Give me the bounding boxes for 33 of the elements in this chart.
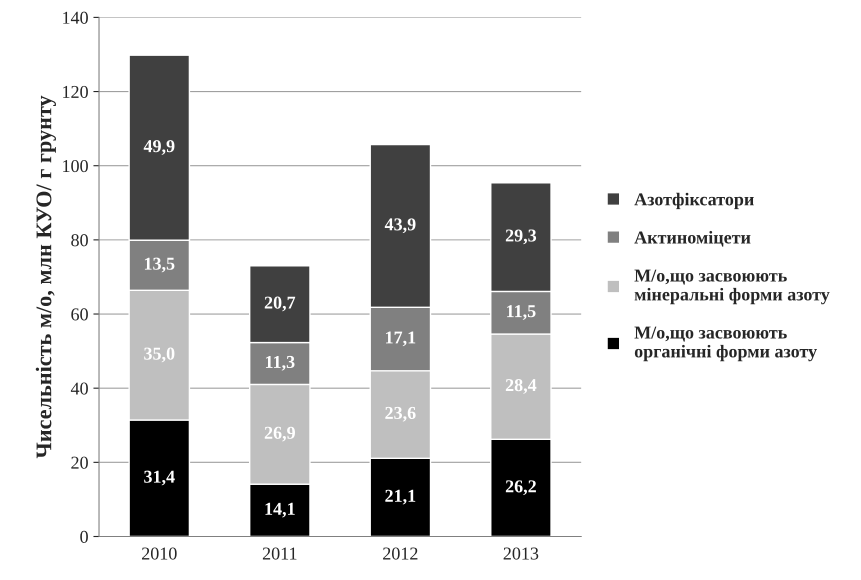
y-tick-label: 60	[71, 308, 88, 320]
y-tick-label: 140	[63, 12, 88, 24]
y-tick-label: 100	[63, 160, 88, 172]
data-label: 28,4	[506, 379, 536, 394]
data-label: 21,1	[385, 490, 416, 505]
data-label: 26,2	[506, 480, 536, 496]
legend-label: Азотфіксатори	[634, 192, 754, 210]
x-tick-label: 2010	[142, 547, 177, 560]
data-label: 11,3	[266, 356, 295, 371]
data-label: 35,0	[144, 348, 174, 362]
data-label: 11,5	[507, 305, 536, 320]
legend-label: Актиноміцети	[634, 230, 750, 247]
y-tick-label: 40	[70, 382, 88, 395]
x-tick-label: 2013	[504, 547, 538, 560]
data-label: 23,6	[385, 406, 416, 422]
y-tick-label: 80	[71, 234, 88, 246]
y-tick-label: 0	[80, 530, 88, 543]
data-label: 31,4	[144, 470, 175, 486]
data-label: 29,3	[506, 229, 536, 244]
data-label: 14,1	[265, 502, 295, 518]
data-label: 17,1	[386, 331, 416, 346]
legend-label: М/о,що засвоюють органічні форми азоту	[634, 326, 817, 362]
data-label: 43,9	[384, 218, 416, 234]
legend-label: М/о,що засвоюють мінеральні форми азоту	[634, 270, 830, 304]
data-label: 26,9	[264, 426, 295, 442]
y-tick-label: 20	[71, 456, 88, 469]
data-label: 13,5	[144, 258, 174, 272]
x-tick-label: 2012	[383, 547, 418, 560]
data-label: 49,9	[144, 140, 174, 155]
data-label: 20,7	[264, 296, 296, 312]
y-axis-title: Чисельність м/о, млн КУО/ г грунту	[36, 96, 56, 458]
x-tick-label: 2011	[262, 547, 296, 560]
y-tick-label: 120	[63, 86, 88, 98]
